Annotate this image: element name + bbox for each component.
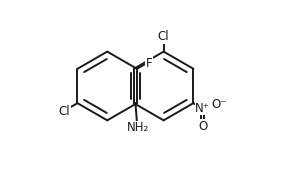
Text: NH₂: NH₂ [127, 121, 149, 134]
Text: Cl: Cl [158, 30, 169, 43]
Text: O⁻: O⁻ [212, 98, 227, 111]
Text: O: O [198, 120, 207, 133]
Text: N⁺: N⁺ [195, 102, 210, 115]
Text: F: F [146, 57, 153, 70]
Text: Cl: Cl [59, 105, 70, 118]
